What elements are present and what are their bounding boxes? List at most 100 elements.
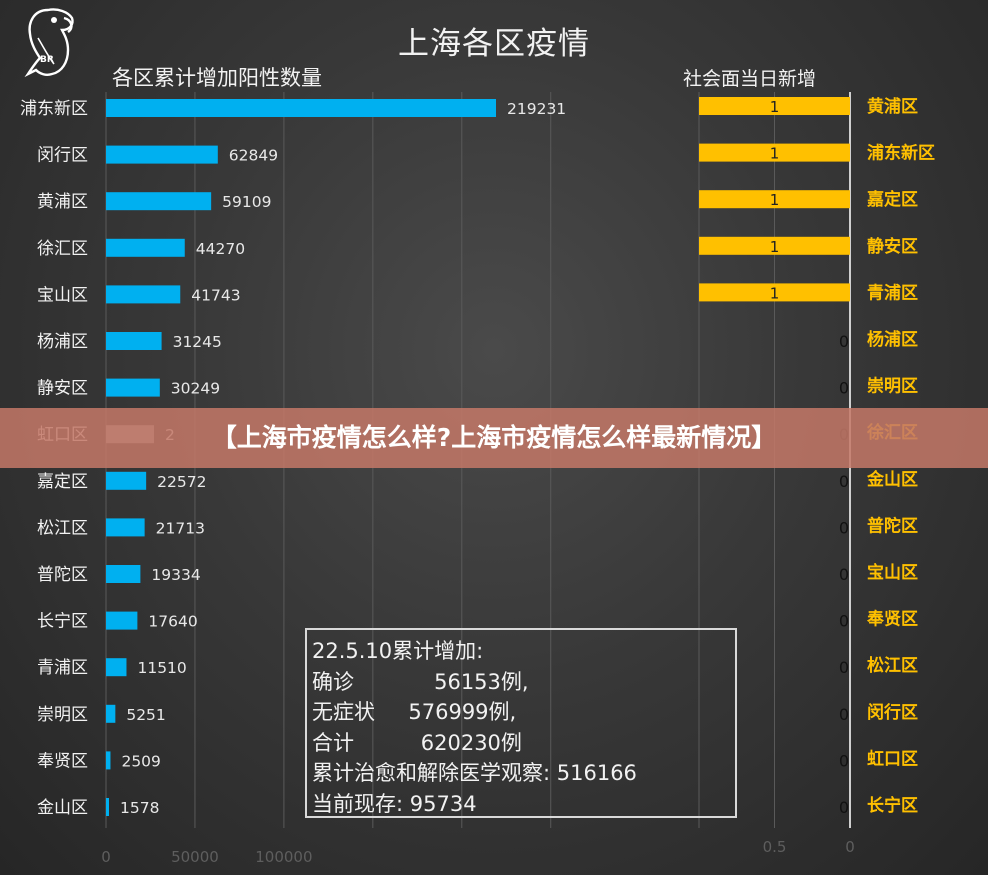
left-value-label: 44270 <box>196 240 245 258</box>
left-bar <box>106 145 218 164</box>
left-category-label: 奉贤区 <box>37 751 88 771</box>
left-category-label: 松江区 <box>37 518 88 538</box>
right-value-label: 1 <box>770 191 780 209</box>
chart-title: 上海各区疫情 <box>398 26 590 62</box>
left-category-label: 浦东新区 <box>20 99 88 119</box>
left-category-label: 杨浦区 <box>37 332 88 352</box>
left-x-tick-label: 100000 <box>255 848 312 866</box>
left-bar <box>106 285 181 304</box>
right-value-label: 0 <box>839 472 849 491</box>
summary-box: 22.5.10累计增加: 确诊 56153例, 无症状 576999例, 合计 … <box>305 628 737 818</box>
right-category-label: 静安区 <box>867 236 918 257</box>
left-category-label: 青浦区 <box>37 658 88 678</box>
summary-line: 22.5.10累计增加: <box>312 639 484 663</box>
left-value-label: 5251 <box>126 706 165 724</box>
right-value-label: 0 <box>839 379 849 398</box>
left-category-label: 闵行区 <box>37 146 88 166</box>
left-value-label: 41743 <box>191 286 240 304</box>
left-bar <box>106 378 160 397</box>
left-bar <box>106 518 145 537</box>
right-category-label: 松江区 <box>867 655 918 676</box>
left-value-label: 22572 <box>157 473 206 491</box>
right-category-label: 浦东新区 <box>867 143 935 164</box>
right-value-label: 0 <box>839 658 849 677</box>
right-value-label: 0 <box>839 798 849 817</box>
left-bar <box>106 704 116 723</box>
left-bar <box>106 565 141 583</box>
left-category-label: 徐汇区 <box>37 239 88 259</box>
left-value-label: 62849 <box>229 147 278 165</box>
summary-line: 合计 620230例 <box>312 730 522 755</box>
left-chart-title: 各区累计增加阳性数量 <box>112 66 322 90</box>
left-category-label: 长宁区 <box>37 612 88 632</box>
left-category-label: 嘉定区 <box>37 472 88 492</box>
right-category-label: 金山区 <box>866 469 918 490</box>
left-bar <box>106 192 212 211</box>
right-value-label: 1 <box>770 98 780 116</box>
right-category-label: 杨浦区 <box>867 329 918 350</box>
right-chart-title: 社会面当日新增 <box>683 68 817 90</box>
right-category-label: 黄浦区 <box>867 96 918 117</box>
left-category-label: 金山区 <box>37 798 88 818</box>
left-bar <box>106 471 147 490</box>
right-category-label: 虹口区 <box>867 749 918 769</box>
right-value-label: 0 <box>839 705 849 724</box>
right-bar <box>699 283 850 302</box>
right-value-label: 1 <box>770 284 780 302</box>
right-value-label: 0 <box>839 751 849 770</box>
svg-text:BR: BR <box>40 55 54 65</box>
left-bar <box>106 798 109 816</box>
left-x-tick-label: 0 <box>101 848 111 866</box>
right-bar <box>699 190 850 209</box>
right-value-label: 0 <box>839 565 849 584</box>
left-value-label: 2509 <box>121 752 160 770</box>
right-value-label: 0 <box>839 332 849 351</box>
left-value-label: 1578 <box>120 799 159 817</box>
left-bar <box>106 751 111 770</box>
right-value-label: 0 <box>839 518 849 537</box>
right-value-label: 0 <box>839 612 849 631</box>
right-category-label: 普陀区 <box>867 515 918 536</box>
right-category-label: 嘉定区 <box>866 189 918 210</box>
summary-line: 当前现存: 95734 <box>312 791 477 816</box>
left-value-label: 11510 <box>137 659 186 677</box>
left-x-tick-label: 50000 <box>171 848 219 866</box>
right-category-label: 宝山区 <box>867 562 918 583</box>
right-category-label: 闵行区 <box>867 702 918 723</box>
right-bar <box>699 143 850 162</box>
right-category-label: 长宁区 <box>867 795 918 816</box>
right-value-label: 1 <box>770 238 780 256</box>
headline-banner <box>0 408 988 468</box>
left-bar <box>106 611 138 630</box>
right-category-label: 青浦区 <box>867 282 918 303</box>
left-category-label: 黄浦区 <box>37 192 88 212</box>
right-x-tick-label: 0.5 <box>763 838 787 856</box>
left-value-label: 21713 <box>156 519 205 537</box>
summary-line: 确诊 56153例, <box>312 669 529 694</box>
left-category-label: 静安区 <box>37 379 88 399</box>
summary-line: 累计治愈和解除医学观察: 516166 <box>312 761 637 785</box>
left-bar <box>106 332 162 350</box>
right-x-tick-label: 0 <box>845 838 855 856</box>
headline-banner-text: 【上海市疫情怎么样?上海市疫情怎么样最新情况】 <box>211 423 777 452</box>
right-value-label: 1 <box>770 145 780 163</box>
left-category-label: 普陀区 <box>37 565 88 585</box>
summary-line: 无症状 576999例, <box>312 700 517 724</box>
left-value-label: 219231 <box>507 100 566 118</box>
right-category-label: 崇明区 <box>867 377 918 397</box>
right-bar <box>699 97 850 115</box>
right-bar <box>699 236 850 255</box>
left-value-label: 19334 <box>151 566 200 584</box>
left-value-label: 59109 <box>222 193 271 211</box>
left-value-label: 31245 <box>173 333 222 351</box>
left-bar <box>106 238 185 257</box>
parrot-logo: BR <box>24 8 74 78</box>
left-category-label: 宝山区 <box>37 285 88 305</box>
left-value-label: 17640 <box>148 613 197 631</box>
left-bar <box>106 658 127 677</box>
left-category-label: 崇明区 <box>37 705 88 725</box>
right-category-label: 奉贤区 <box>866 609 918 630</box>
left-value-label: 30249 <box>171 380 220 398</box>
left-bar <box>106 99 496 117</box>
